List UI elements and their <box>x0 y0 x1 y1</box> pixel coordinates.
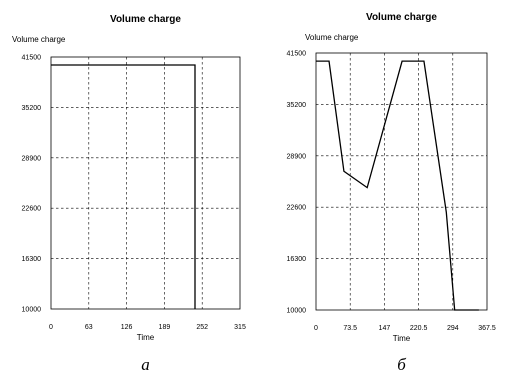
y-tick-label: 35200 <box>22 105 42 112</box>
x-tick-label: 126 <box>121 324 133 331</box>
chart-title: Volume charge <box>110 14 181 25</box>
y-axis-label: Volume charge <box>12 35 66 44</box>
y-tick-label: 16300 <box>22 256 42 263</box>
series-line <box>316 60 479 311</box>
y-tick-label: 10000 <box>22 307 42 314</box>
y-tick-label: 41500 <box>287 51 307 58</box>
x-axis-label: Time <box>393 334 411 343</box>
series-line <box>51 64 196 309</box>
x-tick-label: 63 <box>85 324 93 331</box>
tick-labels: 10000 16300 22600 28900 35200 41500 0 73.5 147 22… <box>287 51 496 333</box>
y-tick-label: 10000 <box>287 308 307 315</box>
x-tick-label: 252 <box>196 324 208 331</box>
x-tick-label: 73.5 <box>343 325 357 332</box>
x-tick-label: 367.5 <box>478 325 496 332</box>
x-tick-label: 294 <box>447 325 459 332</box>
x-tick-label: 0 <box>49 324 53 331</box>
y-tick-label: 22600 <box>22 206 42 213</box>
plot-frame <box>50 56 241 310</box>
panel-label: а <box>141 355 150 374</box>
x-tick-label: 0 <box>314 325 318 332</box>
tick-labels: 10000 16300 22600 28900 35200 41500 0 63 126 189 2… <box>22 55 246 332</box>
y-axis-label: Volume charge <box>305 33 359 42</box>
y-tick-label: 22600 <box>287 205 307 212</box>
x-tick-label: 315 <box>234 324 246 331</box>
y-tick-label: 28900 <box>22 155 42 162</box>
y-tick-label: 16300 <box>287 256 307 263</box>
x-axis-label: Time <box>137 333 155 342</box>
x-tick-label: 220.5 <box>410 325 428 332</box>
x-tick-label: 147 <box>379 325 391 332</box>
panel-label: б <box>397 355 406 374</box>
chart-b: Volume charge Volume charge Time б 10000… <box>287 12 496 374</box>
y-tick-label: 41500 <box>22 55 42 62</box>
y-tick-label: 35200 <box>287 102 307 109</box>
grid-lines <box>51 57 240 309</box>
chart-title: Volume charge <box>366 12 437 23</box>
y-tick-label: 28900 <box>287 153 307 160</box>
x-tick-label: 189 <box>159 324 171 331</box>
chart-a: Volume charge Volume charge Time а 10000… <box>12 14 246 374</box>
grid-lines <box>316 53 487 310</box>
plot-frame <box>315 52 488 311</box>
